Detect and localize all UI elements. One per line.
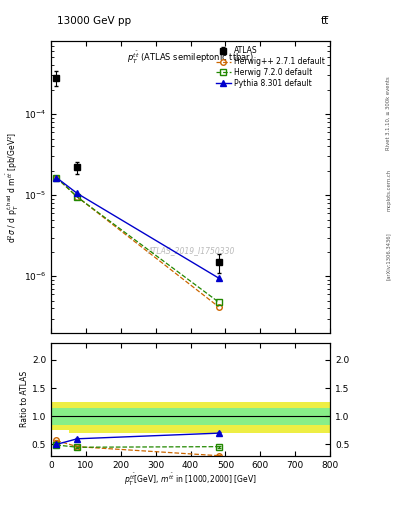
Legend: ATLAS, Herwig++ 2.7.1 default, Herwig 7.2.0 default, Pythia 8.301 default: ATLAS, Herwig++ 2.7.1 default, Herwig 7.… <box>214 45 326 90</box>
Text: $p_T^{t\bar{t}}$ (ATLAS semileptonic ttbar): $p_T^{t\bar{t}}$ (ATLAS semileptonic ttb… <box>127 50 254 66</box>
Y-axis label: d$^2\sigma$ / d p$_T^{t,\mathrm{had}}$ d m$^{t\bar{t}}$ [pb/GeV$^2$]: d$^2\sigma$ / d p$_T^{t,\mathrm{had}}$ d… <box>5 131 21 243</box>
Text: [arXiv:1306.3436]: [arXiv:1306.3436] <box>386 232 391 280</box>
Text: Rivet 3.1.10, ≥ 300k events: Rivet 3.1.10, ≥ 300k events <box>386 76 391 150</box>
Text: mcplots.cern.ch: mcplots.cern.ch <box>386 168 391 210</box>
Text: 13000 GeV pp: 13000 GeV pp <box>57 16 131 27</box>
Text: ATLAS_2019_I1750330: ATLAS_2019_I1750330 <box>147 247 234 255</box>
X-axis label: $p_T^{t\bar{t}}$[GeV], $m^{t\bar{t}}$ in [1000,2000] [GeV]: $p_T^{t\bar{t}}$[GeV], $m^{t\bar{t}}$ in… <box>124 472 257 488</box>
Text: tt̅: tt̅ <box>321 16 329 27</box>
Y-axis label: Ratio to ATLAS: Ratio to ATLAS <box>20 371 29 428</box>
